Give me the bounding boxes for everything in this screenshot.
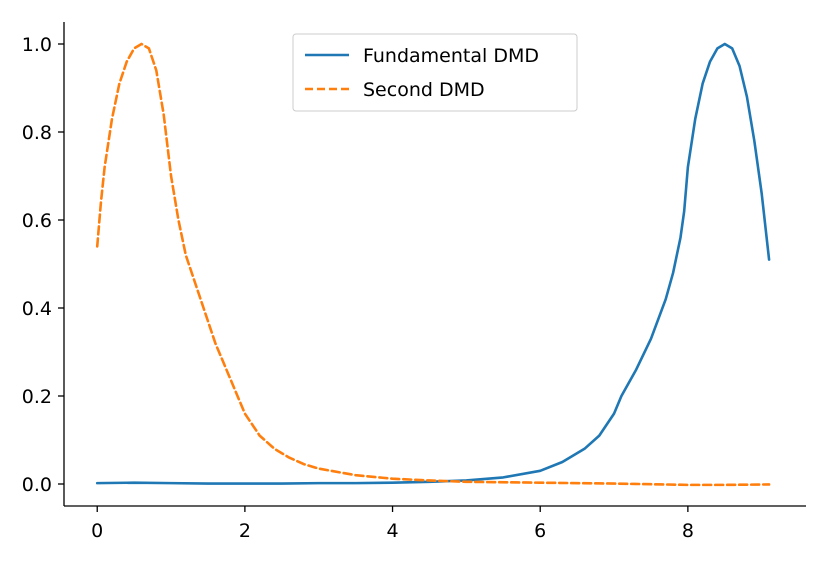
legend-label-fundamental: Fundamental DMD — [363, 45, 539, 67]
plot-lines — [95, 42, 771, 487]
x-tick-label: 2 — [239, 520, 251, 542]
series-line-second-dmd — [95, 42, 771, 487]
series-line-fundamental-dmd — [95, 42, 771, 485]
legend-frame — [292, 33, 578, 112]
x-tick-label: 8 — [682, 520, 694, 542]
y-tick-label: 0.4 — [22, 298, 52, 320]
x-tick-label: 0 — [91, 520, 103, 542]
y-tick-label: 0.2 — [22, 386, 52, 408]
y-tick-label: 0.8 — [22, 122, 52, 144]
y-tick-label: 0.6 — [22, 210, 52, 232]
y-tick-label: 0.0 — [22, 474, 52, 496]
axes: 0 2 4 6 8 0.0 0.2 0.4 0.6 0.8 1.0 — [22, 22, 806, 542]
legend-label-second: Second DMD — [363, 79, 485, 101]
y-tick-label: 1.0 — [22, 34, 52, 56]
x-tick-label: 6 — [534, 520, 546, 542]
x-tick-label: 4 — [387, 520, 399, 542]
legend: Fundamental DMD Second DMD — [292, 33, 578, 112]
